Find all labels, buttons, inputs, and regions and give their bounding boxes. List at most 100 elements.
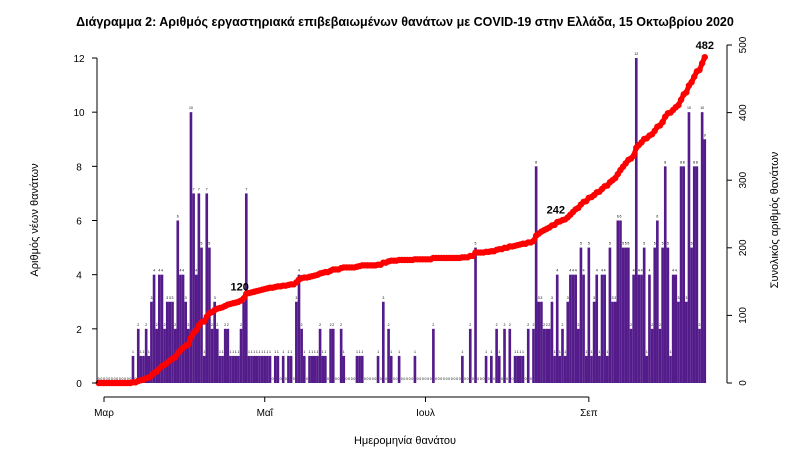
bar-value-label: 0 xyxy=(443,377,445,381)
bar-value-label: 1 xyxy=(361,350,363,354)
bar-value-label: 1 xyxy=(359,350,361,354)
bar-value-label: 8 xyxy=(693,160,695,164)
bar-value-label: 1 xyxy=(287,350,289,354)
bar-value-label: 0 xyxy=(327,377,329,381)
bar xyxy=(558,355,562,383)
bar xyxy=(310,355,314,383)
bar-value-label: 0 xyxy=(106,377,108,381)
bar xyxy=(276,355,280,383)
bar xyxy=(176,220,180,383)
y-tick-label: 2 xyxy=(76,325,82,336)
bar-value-label: 1 xyxy=(514,350,516,354)
bar-value-label: 8 xyxy=(535,160,537,164)
bar-value-label: 3 xyxy=(185,296,187,300)
bar xyxy=(189,112,193,384)
bar-value-label: 6 xyxy=(619,215,621,219)
bar-value-label: 10 xyxy=(687,106,691,110)
bar-value-label: 4 xyxy=(569,269,571,273)
bar-value-label: 3 xyxy=(166,296,168,300)
bar-value-label: 8 xyxy=(696,160,698,164)
bar xyxy=(295,301,298,383)
bar-value-label: 1 xyxy=(143,350,145,354)
cumulative-point xyxy=(530,237,537,245)
bar xyxy=(287,355,290,383)
bar-value-label: 2 xyxy=(577,323,579,327)
bar xyxy=(316,355,319,383)
bar-value-label: 1 xyxy=(261,350,263,354)
bar xyxy=(213,301,216,383)
bar xyxy=(281,355,285,383)
bar xyxy=(540,301,543,383)
bar-value-label: 0 xyxy=(124,377,126,381)
bar xyxy=(569,274,572,383)
bar-value-label: 1 xyxy=(461,350,463,354)
bar xyxy=(640,274,643,383)
cumulative-point xyxy=(701,53,708,61)
bar xyxy=(516,355,520,383)
bar-value-label: 0 xyxy=(98,377,100,381)
bar-value-label: 0 xyxy=(114,377,116,381)
bar-value-label: 4 xyxy=(675,269,677,273)
bar-value-label: 0 xyxy=(424,377,426,381)
x-tick-label: Σεπ xyxy=(580,408,598,419)
bar xyxy=(389,355,393,383)
bar-value-label: 0 xyxy=(103,377,105,381)
bar-value-label: 1 xyxy=(390,350,392,354)
chart-title: Διάγραμμα 2: Αριθμός εργαστηριακά επιβεβ… xyxy=(76,15,734,29)
bar xyxy=(687,112,691,384)
bar-value-label: 2 xyxy=(240,323,242,327)
bar xyxy=(239,328,243,383)
cumulative-point xyxy=(187,334,195,341)
x-tick-label: Ιουλ xyxy=(416,408,435,419)
bar xyxy=(273,355,277,383)
bar-value-label: 4 xyxy=(583,269,585,273)
bar xyxy=(534,166,538,383)
bar-value-label: 4 xyxy=(641,269,643,273)
bar xyxy=(603,274,606,383)
bar xyxy=(324,355,327,383)
bar xyxy=(302,355,306,383)
bar-value-label: 0 xyxy=(364,377,366,381)
bar-value-label: 12 xyxy=(634,52,638,56)
bar-value-label: 0 xyxy=(464,377,466,381)
bar xyxy=(666,247,670,383)
bar xyxy=(339,328,343,383)
bar-value-label: 2 xyxy=(332,323,334,327)
bar xyxy=(574,274,577,383)
bar xyxy=(595,274,599,383)
y2-tick-label: 0 xyxy=(738,380,749,386)
bar-value-label: 3 xyxy=(538,296,540,300)
y2-axis-label: Συνολικός αριθμός θανάτων xyxy=(769,151,781,288)
bar xyxy=(571,274,575,383)
bar-value-label: 2 xyxy=(533,323,535,327)
bar-value-label: 1 xyxy=(324,350,326,354)
bar-value-label: 4 xyxy=(575,269,577,273)
bar xyxy=(547,328,551,383)
bar xyxy=(168,301,172,383)
bar xyxy=(526,328,530,383)
bar-value-label: 0 xyxy=(530,377,532,381)
cumulative-point xyxy=(193,327,200,334)
bar xyxy=(532,328,535,383)
bar-value-label: 0 xyxy=(446,377,448,381)
bar-value-label: 0 xyxy=(448,377,450,381)
bar xyxy=(181,274,185,383)
x-axis-label: Ημερομηνία θανάτου xyxy=(354,435,456,447)
bar xyxy=(313,355,317,383)
bar-value-label: 0 xyxy=(422,377,424,381)
bar xyxy=(503,328,506,383)
bar-value-label: 2 xyxy=(137,323,139,327)
bar-value-label: 3 xyxy=(677,296,679,300)
bar xyxy=(342,355,346,383)
bar xyxy=(671,274,675,383)
bar-value-label: 0 xyxy=(480,377,482,381)
bar-value-label: 4 xyxy=(298,269,300,273)
bar-value-label: 5 xyxy=(625,242,627,246)
bar-value-label: 0 xyxy=(372,377,374,381)
bar xyxy=(192,193,195,383)
bar-value-label: 4 xyxy=(572,269,574,273)
bar xyxy=(590,355,593,383)
bar xyxy=(621,247,625,383)
bar xyxy=(413,355,417,383)
bar-value-label: 2 xyxy=(319,323,321,327)
